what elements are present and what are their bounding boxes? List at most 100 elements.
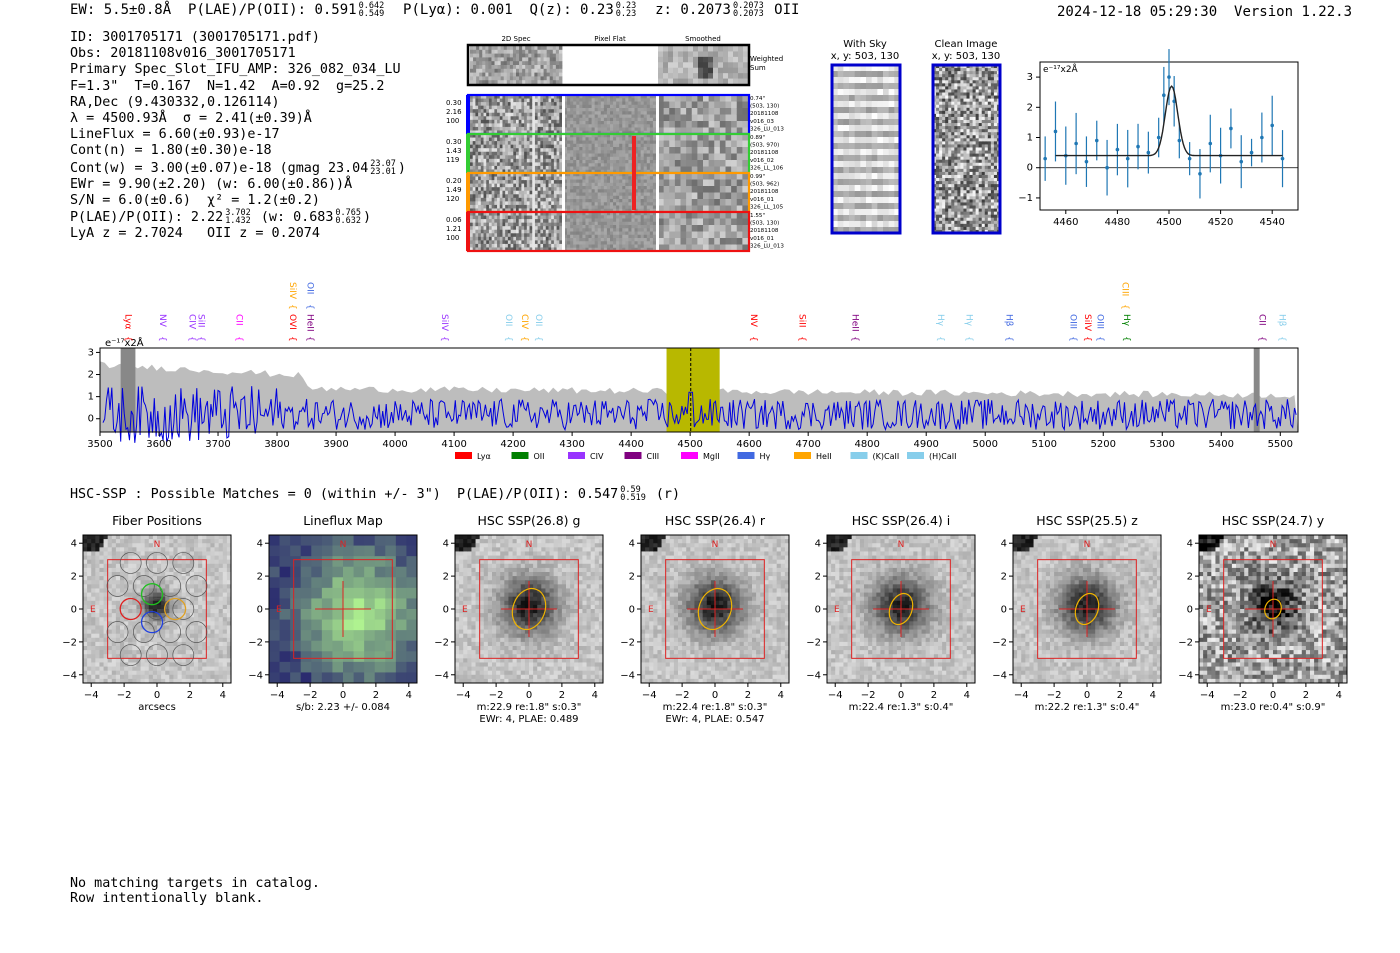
pixel [526, 105, 530, 110]
pixel [502, 130, 506, 135]
pixel [585, 114, 589, 119]
pixel [843, 95, 850, 102]
pixel [969, 132, 973, 136]
pixel [871, 197, 878, 204]
pixel [510, 169, 514, 174]
pixel [497, 194, 501, 199]
pixel [576, 160, 580, 164]
pixel [486, 116, 490, 121]
pixel [485, 68, 489, 73]
pixel [585, 234, 589, 239]
pixel [582, 134, 586, 138]
pixel [579, 195, 583, 200]
pixel [588, 111, 592, 115]
pixel [613, 176, 617, 180]
pixel [736, 121, 743, 128]
pixel [969, 98, 973, 103]
pixel [625, 192, 629, 197]
pixel [597, 212, 602, 216]
pixel [969, 190, 973, 194]
pixel [634, 208, 638, 213]
pixel [954, 147, 958, 151]
pixel [559, 212, 563, 216]
pixel [613, 156, 617, 161]
pixel [494, 102, 498, 107]
pixel [526, 95, 530, 99]
pixel [475, 229, 479, 234]
pixel [606, 95, 611, 99]
pixel [570, 166, 574, 171]
pixel [832, 179, 839, 186]
cutout-meta: 326_LL_106 [750, 165, 784, 171]
pixel [669, 173, 676, 180]
pixel [954, 171, 958, 176]
pixel [507, 180, 511, 185]
pixel [963, 171, 967, 176]
pixel [669, 134, 676, 141]
pixel [507, 148, 511, 153]
pixel [516, 176, 520, 181]
pixel [551, 119, 555, 124]
pixel [556, 98, 560, 103]
pixel [522, 76, 526, 81]
pixel [588, 179, 592, 184]
pixel [640, 189, 645, 193]
pixel [640, 186, 645, 190]
pixel [480, 151, 484, 156]
pixel [628, 218, 632, 223]
pixel [600, 114, 605, 119]
pixel [545, 240, 549, 245]
pixel [933, 74, 937, 78]
pixel [591, 247, 596, 252]
pixel [585, 218, 589, 223]
pixel [488, 169, 493, 174]
pixel [576, 212, 580, 216]
pixel [543, 105, 547, 110]
cutout-meta: (503, 962) [750, 182, 779, 188]
pixel [933, 211, 937, 216]
pixel [551, 141, 555, 146]
pixel [585, 153, 589, 158]
pixel [475, 148, 479, 153]
pixel [570, 160, 574, 164]
pixel [697, 95, 704, 102]
pixel [960, 168, 964, 173]
pixel [725, 121, 732, 128]
pixel [936, 83, 940, 87]
pixel [652, 101, 657, 106]
pixel [871, 191, 878, 198]
pixel [494, 151, 498, 156]
pixel [669, 147, 676, 154]
pixel [628, 238, 632, 242]
pixel [475, 243, 479, 248]
pixel [546, 46, 551, 51]
pixel [948, 135, 952, 139]
pixel [534, 53, 538, 58]
pixel [594, 160, 599, 164]
cutout-gap2-1 [656, 134, 659, 173]
pixel [945, 150, 949, 154]
pixel [731, 231, 738, 239]
pixel [540, 119, 544, 124]
pixel [613, 95, 617, 99]
pixel [582, 108, 586, 112]
pixel [969, 71, 973, 75]
pixel [697, 114, 704, 122]
pixel [832, 209, 839, 216]
pixel [649, 179, 654, 184]
pixel [871, 137, 878, 144]
pixel [625, 147, 629, 151]
pixel [482, 68, 486, 73]
pixel [610, 104, 614, 109]
pixel [634, 124, 638, 128]
pixel [933, 171, 937, 176]
pixel [510, 173, 514, 177]
pixel [945, 196, 949, 200]
pixel [972, 220, 977, 225]
pixel [551, 233, 555, 238]
cutout-meta: 0.74" [750, 96, 765, 102]
pixel [486, 137, 490, 142]
pixel [948, 113, 952, 118]
pixel [556, 112, 560, 117]
pixel [507, 141, 511, 146]
